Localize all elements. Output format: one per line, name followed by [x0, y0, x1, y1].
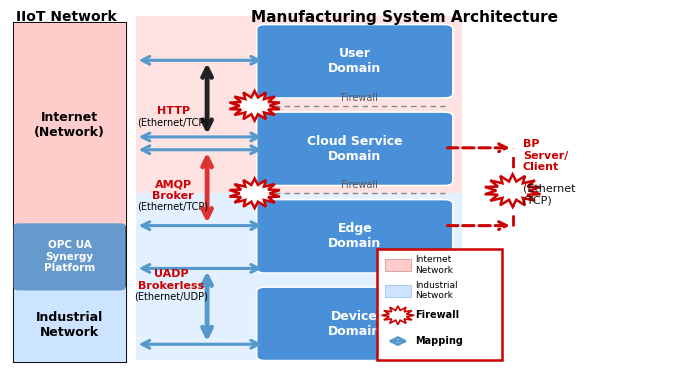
Text: Internet
Network: Internet Network	[416, 255, 454, 275]
Polygon shape	[230, 91, 280, 121]
FancyBboxPatch shape	[14, 223, 126, 291]
Text: (Ethernet
/TCP): (Ethernet /TCP)	[523, 184, 575, 205]
Text: BP
Server/
Client: BP Server/ Client	[523, 139, 568, 172]
Text: OPC UA
Synergy
Platform: OPC UA Synergy Platform	[44, 240, 95, 273]
Text: AMQP
Broker: AMQP Broker	[152, 180, 194, 202]
Bar	[136, 193, 462, 360]
Polygon shape	[230, 179, 280, 208]
Bar	[14, 23, 126, 362]
FancyBboxPatch shape	[385, 259, 411, 271]
Text: (Ethernet/TCP): (Ethernet/TCP)	[138, 202, 208, 212]
Polygon shape	[382, 306, 414, 325]
FancyBboxPatch shape	[257, 112, 453, 186]
Text: Mapping: Mapping	[416, 336, 464, 346]
Bar	[14, 287, 126, 362]
Text: Cloud Service
Domain: Cloud Service Domain	[307, 135, 403, 163]
Text: Internet
(Network): Internet (Network)	[34, 111, 105, 139]
Text: (Ethernet/TCP): (Ethernet/TCP)	[138, 117, 208, 128]
Text: Industrial
Network: Industrial Network	[36, 310, 103, 338]
Text: Firewall: Firewall	[416, 310, 460, 320]
Polygon shape	[485, 174, 540, 207]
FancyBboxPatch shape	[257, 200, 453, 273]
Bar	[14, 23, 126, 226]
Text: IIoT Network: IIoT Network	[16, 10, 117, 24]
FancyBboxPatch shape	[257, 287, 453, 361]
Text: Manufacturing System Architecture: Manufacturing System Architecture	[251, 10, 557, 25]
Text: Device
Domain: Device Domain	[328, 310, 382, 338]
Text: Industrial
Network: Industrial Network	[416, 281, 458, 300]
Text: UADP
Brokerless: UADP Brokerless	[138, 269, 204, 291]
Text: HTTP: HTTP	[157, 106, 189, 116]
FancyBboxPatch shape	[257, 25, 453, 98]
Bar	[377, 249, 502, 360]
FancyBboxPatch shape	[385, 285, 411, 296]
Text: (Ethernet/UDP): (Ethernet/UDP)	[134, 291, 208, 301]
Bar	[136, 16, 462, 193]
Text: Firewall: Firewall	[341, 180, 378, 190]
Text: Firewall: Firewall	[341, 93, 378, 103]
Text: User
Domain: User Domain	[328, 47, 382, 75]
Text: Edge
Domain: Edge Domain	[328, 223, 382, 250]
